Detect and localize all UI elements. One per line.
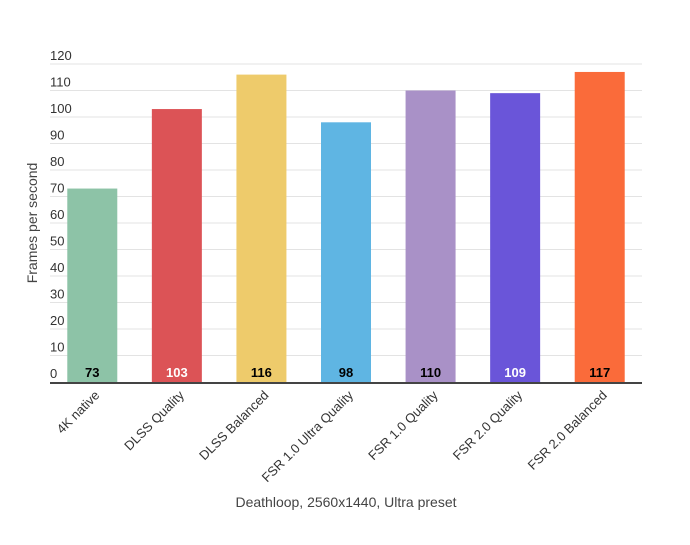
- x-tick-label: 4K native: [53, 388, 102, 437]
- y-tick-label: 40: [50, 260, 64, 275]
- y-tick-label: 30: [50, 287, 64, 302]
- data-label: 98: [339, 365, 353, 380]
- y-tick-label: 60: [50, 207, 64, 222]
- data-label: 109: [504, 365, 526, 380]
- data-label: 110: [420, 365, 441, 380]
- bar: [151, 109, 202, 383]
- x-tick-label: FSR 1.0 Quality: [365, 387, 441, 463]
- data-label: 117: [589, 365, 610, 380]
- y-tick-label: 120: [50, 48, 72, 63]
- bar: [490, 93, 541, 383]
- data-label: 103: [166, 365, 188, 380]
- y-tick-label: 100: [50, 101, 72, 116]
- y-tick-label: 20: [50, 313, 64, 328]
- y-tick-label: 110: [50, 75, 71, 90]
- x-tick-label: FSR 2.0 Balanced: [525, 388, 610, 473]
- x-tick-label: FSR 1.0 Ultra Quality: [259, 387, 357, 485]
- y-tick-label: 90: [50, 128, 64, 143]
- y-tick-label: 80: [50, 154, 64, 169]
- x-tick-label: DLSS Balanced: [196, 388, 272, 464]
- x-axis-label: Deathloop, 2560x1440, Ultra preset: [235, 494, 456, 510]
- bar: [405, 90, 456, 382]
- data-labels: 73 103 116 98 110 109 117: [85, 365, 610, 380]
- y-axis-ticks: 0 10 20 30 40 50 60 70 80 90 100 110 120: [50, 48, 72, 381]
- y-axis-label: Frames per second: [24, 163, 40, 284]
- bars: [67, 71, 625, 383]
- bar: [321, 122, 371, 383]
- y-tick-label: 70: [50, 181, 64, 196]
- data-label: 116: [251, 365, 272, 380]
- x-tick-label: FSR 2.0 Quality: [450, 387, 526, 463]
- bar: [67, 188, 118, 382]
- x-tick-label: DLSS Quality: [121, 387, 187, 453]
- y-tick-label: 0: [50, 366, 57, 381]
- bar: [236, 74, 287, 382]
- bar: [574, 71, 625, 382]
- y-tick-label: 50: [50, 234, 64, 249]
- y-tick-label: 10: [50, 340, 64, 355]
- data-label: 73: [85, 365, 99, 380]
